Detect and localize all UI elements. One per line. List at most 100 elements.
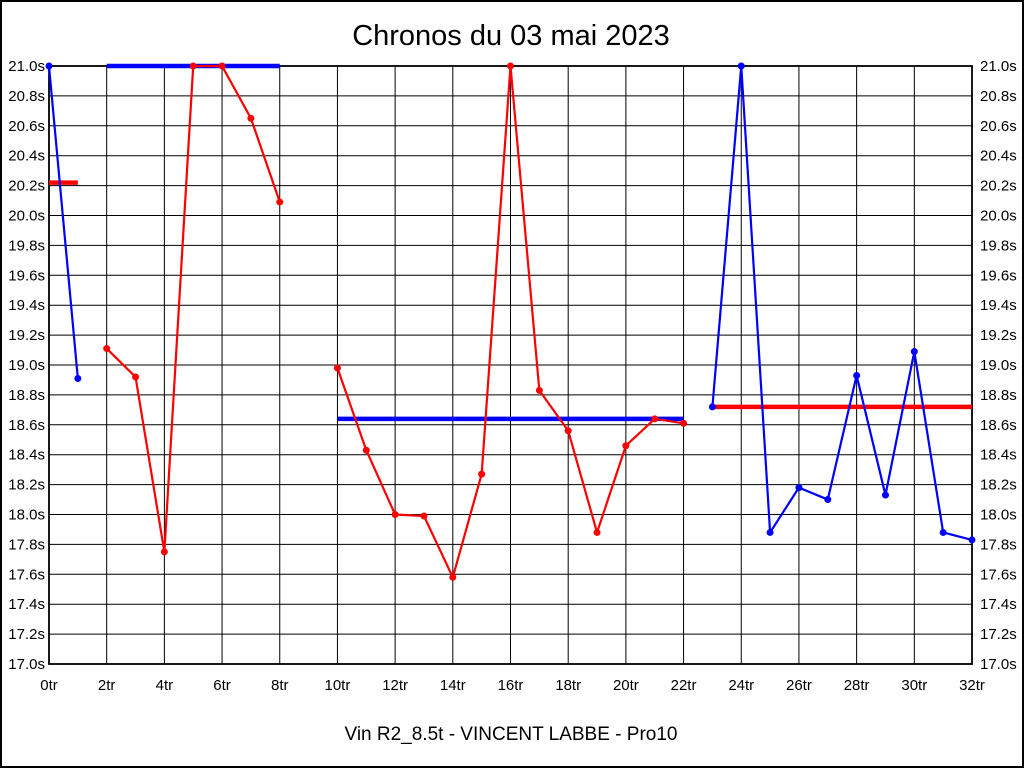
- data-point: [622, 442, 630, 450]
- axis-tick-labels: 0tr 2tr 4tr 6tr 8tr 10tr 12tr 14tr 16tr 18tr 20tr 2…: [8, 58, 1016, 694]
- y-tick-label-right: 17.4s: [980, 596, 1017, 613]
- x-tick-label: 22tr: [671, 677, 697, 694]
- y-tick-label-left: 21.0s: [8, 58, 45, 75]
- x-tick-label: 20tr: [613, 677, 639, 694]
- data-point: [189, 62, 197, 70]
- data-point: [362, 446, 370, 454]
- data-point: [910, 348, 918, 356]
- data-point: [247, 114, 255, 122]
- y-tick-label-right: 18.6s: [980, 417, 1017, 434]
- y-tick-label-left: 18.0s: [8, 507, 45, 524]
- data-point: [160, 548, 168, 556]
- data-point: [391, 511, 399, 518]
- data-point: [795, 484, 803, 492]
- data-point: [968, 536, 976, 544]
- y-tick-label-left: 20.6s: [8, 118, 45, 135]
- data-point: [103, 345, 111, 353]
- data-point: [651, 415, 659, 423]
- series-line: [711, 64, 973, 541]
- y-tick-label-right: 17.8s: [980, 536, 1017, 553]
- y-tick-label-left: 18.6s: [8, 417, 45, 434]
- data-point: [449, 573, 457, 581]
- y-tick-label-left: 18.4s: [8, 447, 45, 464]
- y-tick-label-left: 19.0s: [8, 357, 45, 374]
- y-tick-label-left: 17.8s: [8, 536, 45, 553]
- y-tick-label-left: 18.2s: [8, 477, 45, 494]
- y-tick-label-left: 17.4s: [8, 596, 45, 613]
- x-tick-label: 16tr: [498, 677, 524, 694]
- y-tick-label-right: 18.2s: [980, 477, 1017, 494]
- data-point: [45, 62, 53, 70]
- y-tick-label-right: 18.0s: [980, 507, 1017, 524]
- series-line: [47, 65, 79, 379]
- y-tick-label-right: 21.0s: [980, 58, 1017, 75]
- series-red-laps-run-1: [103, 62, 284, 556]
- data-point: [680, 419, 688, 427]
- data-point: [737, 62, 745, 70]
- lap-time-series: [45, 62, 976, 581]
- y-tick-label-left: 19.6s: [8, 267, 45, 284]
- x-tick-label: 26tr: [786, 677, 812, 694]
- y-tick-label-right: 20.8s: [980, 88, 1017, 105]
- y-tick-label-left: 19.4s: [8, 297, 45, 314]
- data-point: [333, 364, 341, 372]
- y-tick-label-left: 17.2s: [8, 626, 45, 643]
- y-tick-label-left: 17.0s: [8, 656, 45, 673]
- chart-title: Chronos du 03 mai 2023: [352, 20, 670, 52]
- data-point: [766, 528, 774, 536]
- chart-subtitle: Vin R2_8.5t - VINCENT LABBE - Pro10: [344, 724, 677, 745]
- data-point: [507, 62, 514, 70]
- y-tick-label-left: 20.0s: [8, 208, 45, 225]
- y-tick-label-right: 17.6s: [980, 566, 1017, 583]
- data-point: [276, 198, 284, 206]
- data-point: [593, 528, 601, 536]
- data-point: [881, 491, 889, 499]
- x-tick-label: 12tr: [382, 677, 408, 694]
- data-point: [939, 528, 947, 536]
- x-tick-label: 28tr: [844, 677, 870, 694]
- x-tick-label: 32tr: [959, 677, 985, 694]
- x-tick-label: 4tr: [156, 677, 174, 694]
- y-tick-label-left: 18.8s: [8, 387, 45, 404]
- data-point: [132, 373, 140, 381]
- data-point: [420, 512, 428, 520]
- data-point: [218, 62, 226, 70]
- data-point: [535, 386, 543, 394]
- y-tick-label-right: 19.6s: [980, 267, 1017, 284]
- x-tick-label: 18tr: [555, 677, 581, 694]
- y-tick-label-right: 18.8s: [980, 387, 1017, 404]
- x-tick-label: 10tr: [325, 677, 351, 694]
- y-tick-label-left: 19.8s: [8, 237, 45, 254]
- data-point: [824, 496, 832, 504]
- x-tick-label: 30tr: [901, 677, 927, 694]
- y-tick-label-left: 20.4s: [8, 148, 45, 165]
- y-tick-label-right: 20.6s: [980, 118, 1017, 135]
- x-tick-label: 2tr: [98, 677, 116, 694]
- y-tick-label-right: 19.0s: [980, 357, 1017, 374]
- series-line: [105, 64, 281, 553]
- series-red-laps-run-2: [333, 62, 688, 581]
- data-point: [74, 374, 82, 382]
- y-tick-label-left: 20.8s: [8, 88, 45, 105]
- x-tick-label: 0tr: [40, 677, 58, 694]
- x-tick-label: 6tr: [213, 677, 231, 694]
- data-point: [564, 427, 572, 435]
- series-blue-laps-run-2: [708, 62, 976, 544]
- data-point: [478, 470, 486, 478]
- y-tick-label-right: 20.0s: [980, 208, 1017, 225]
- y-tick-label-right: 20.4s: [980, 148, 1017, 165]
- x-tick-label: 24tr: [728, 677, 754, 694]
- y-tick-label-left: 20.2s: [8, 178, 45, 195]
- y-tick-label-right: 19.4s: [980, 297, 1017, 314]
- y-tick-label-right: 19.2s: [980, 327, 1017, 344]
- x-tick-label: 8tr: [271, 677, 289, 694]
- y-tick-label-right: 18.4s: [980, 447, 1017, 464]
- y-tick-label-left: 19.2s: [8, 327, 45, 344]
- y-tick-label-right: 19.8s: [980, 237, 1017, 254]
- data-point: [708, 403, 716, 411]
- x-tick-label: 14tr: [440, 677, 466, 694]
- y-tick-label-right: 17.0s: [980, 656, 1017, 673]
